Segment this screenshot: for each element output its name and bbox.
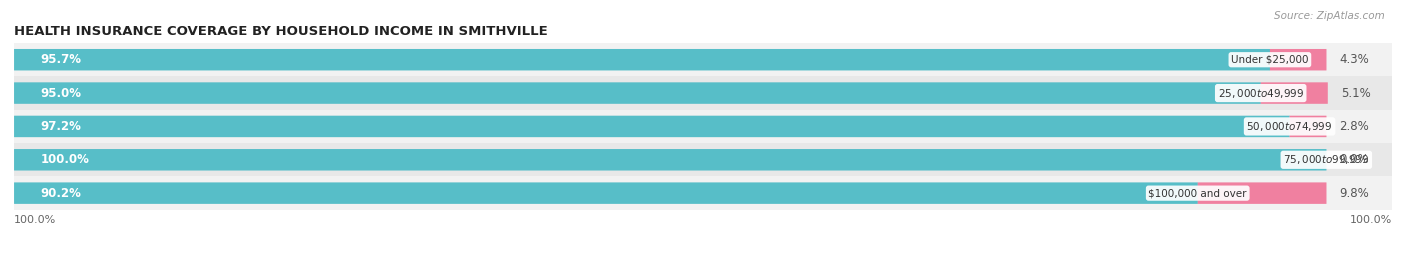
Text: 97.2%: 97.2% [41, 120, 82, 133]
FancyBboxPatch shape [14, 49, 1270, 70]
Text: 95.7%: 95.7% [41, 53, 82, 66]
Bar [14, 110, 1392, 143]
FancyBboxPatch shape [14, 149, 1326, 171]
FancyBboxPatch shape [14, 182, 1198, 204]
Text: 5.1%: 5.1% [1341, 87, 1371, 100]
Text: 100.0%: 100.0% [14, 215, 56, 225]
Text: 4.3%: 4.3% [1340, 53, 1369, 66]
Text: Source: ZipAtlas.com: Source: ZipAtlas.com [1274, 11, 1385, 21]
FancyBboxPatch shape [1261, 82, 1327, 104]
Bar [14, 76, 1392, 110]
FancyBboxPatch shape [1289, 116, 1326, 137]
Legend: With Coverage, Without Coverage: With Coverage, Without Coverage [572, 268, 834, 269]
Text: $50,000 to $74,999: $50,000 to $74,999 [1247, 120, 1333, 133]
FancyBboxPatch shape [1198, 182, 1326, 204]
Text: 100.0%: 100.0% [41, 153, 89, 166]
FancyBboxPatch shape [1270, 49, 1326, 70]
FancyBboxPatch shape [14, 82, 1261, 104]
Text: 95.0%: 95.0% [41, 87, 82, 100]
FancyBboxPatch shape [14, 116, 1289, 137]
Bar [14, 176, 1392, 210]
Text: 90.2%: 90.2% [41, 187, 82, 200]
Bar [14, 143, 1392, 176]
Text: HEALTH INSURANCE COVERAGE BY HOUSEHOLD INCOME IN SMITHVILLE: HEALTH INSURANCE COVERAGE BY HOUSEHOLD I… [14, 25, 548, 38]
Text: $25,000 to $49,999: $25,000 to $49,999 [1218, 87, 1303, 100]
Text: $100,000 and over: $100,000 and over [1149, 188, 1247, 198]
Text: 0.0%: 0.0% [1340, 153, 1369, 166]
Text: 2.8%: 2.8% [1340, 120, 1369, 133]
Text: Under $25,000: Under $25,000 [1232, 55, 1309, 65]
Bar [14, 43, 1392, 76]
Text: 100.0%: 100.0% [1350, 215, 1392, 225]
Text: $75,000 to $99,999: $75,000 to $99,999 [1284, 153, 1369, 166]
Text: 9.8%: 9.8% [1340, 187, 1369, 200]
